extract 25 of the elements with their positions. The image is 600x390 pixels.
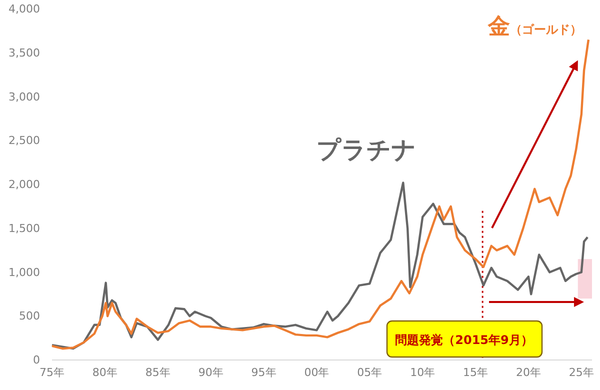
y-tick-label: 4,000 — [8, 2, 40, 16]
x-tick-label: 90年 — [198, 366, 224, 379]
series-label: プラチナ — [316, 136, 417, 164]
y-tick-label: 3,500 — [8, 46, 40, 60]
annotation: 問題発覚（2015年9月） — [395, 333, 533, 347]
y-tick-label: 3,000 — [8, 90, 40, 104]
x-tick-label: 75年 — [40, 366, 64, 379]
y-tick-label: 1,000 — [8, 266, 40, 279]
line-series — [50, 38, 590, 350]
x-tick-label: 10年 — [410, 366, 436, 379]
x-tick-label: 05年 — [357, 366, 382, 379]
y-tick-label: 2,000 — [8, 178, 40, 192]
y-tick-label: 500 — [19, 310, 40, 323]
x-tick-label: 95年 — [251, 366, 276, 379]
y-tick-label: 1,500 — [8, 222, 40, 235]
series-label: 金（ゴールド） — [486, 14, 582, 40]
x-tick-label: 15年 — [463, 366, 488, 379]
x-tick-label: 25年 — [568, 366, 594, 379]
x-tick-label: 00年 — [304, 366, 330, 379]
x-tick-label: 85年 — [145, 366, 170, 379]
line-series — [50, 182, 589, 350]
x-tick-label: 20年 — [516, 366, 541, 379]
y-tick-label: 2,500 — [8, 134, 40, 148]
x-tick-label: 80年 — [92, 366, 118, 379]
y-tick-label: 0 — [33, 354, 40, 367]
